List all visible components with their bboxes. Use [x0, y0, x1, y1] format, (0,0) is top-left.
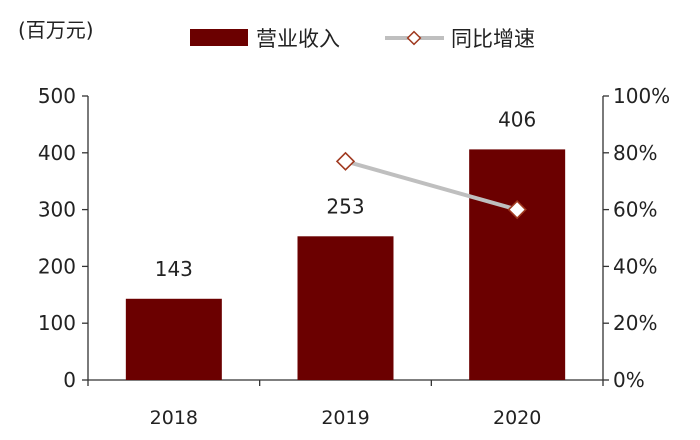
- left-y-ticks: 0 100 200 300 400 500: [38, 84, 88, 392]
- bar-2020: [469, 149, 566, 380]
- bar-labels: 143 253 406: [155, 107, 537, 280]
- left-tick-label: 400: [38, 141, 76, 165]
- bars: [125, 149, 566, 380]
- growth-point-marker: [507, 199, 527, 220]
- right-tick-label: 20%: [613, 311, 657, 335]
- legend-diamond-icon: [406, 30, 422, 46]
- growth-line: [344, 159, 518, 212]
- x-ticks: 2018 2019 2020: [87, 380, 604, 429]
- right-tick-label: 60%: [613, 198, 657, 222]
- unit-label: (百万元): [18, 18, 94, 42]
- growth-point-marker: [335, 151, 356, 171]
- right-tick-label: 40%: [613, 254, 657, 278]
- left-tick-label: 200: [38, 254, 76, 278]
- left-tick-label: 500: [38, 84, 76, 108]
- bar-2018: [125, 298, 222, 380]
- left-tick-label: 100: [38, 311, 76, 335]
- legend-label-revenue: 营业收入: [256, 27, 340, 51]
- bar-2019: [297, 236, 394, 380]
- bar-value-label: 253: [326, 194, 364, 218]
- right-tick-label: 0%: [613, 368, 645, 392]
- right-tick-label: 100%: [613, 84, 670, 108]
- x-tick-label: 2018: [150, 407, 198, 429]
- right-y-ticks: 0% 20% 40% 60% 80% 100%: [603, 84, 670, 392]
- legend-label-growth: 同比增速: [451, 27, 535, 51]
- bar-value-label: 143: [155, 257, 193, 281]
- legend-bar-swatch: [190, 29, 248, 46]
- right-tick-label: 80%: [613, 141, 657, 165]
- x-tick-label: 2019: [321, 407, 369, 429]
- left-tick-label: 300: [38, 198, 76, 222]
- left-tick-label: 0: [63, 368, 76, 392]
- growth-line-series: [335, 151, 527, 220]
- bar-value-label: 406: [498, 107, 536, 131]
- x-tick-label: 2020: [493, 407, 541, 429]
- legend: 营业收入 同比增速: [190, 27, 535, 51]
